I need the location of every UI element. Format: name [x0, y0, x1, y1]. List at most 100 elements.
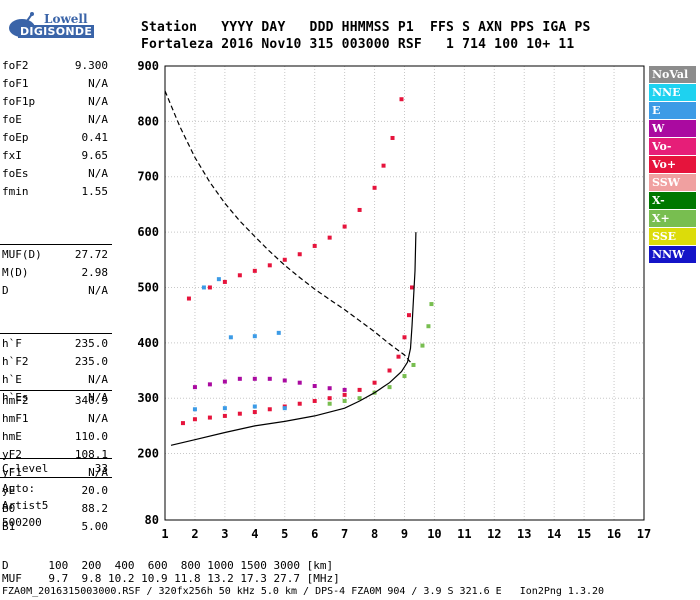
- legend-item: NoVal: [649, 66, 696, 83]
- x-tick-label: 14: [547, 527, 561, 541]
- param-value: 235.0: [74, 355, 108, 368]
- param-value: N/A: [88, 167, 108, 180]
- data-point: [402, 374, 407, 379]
- param-row: foF1 N/A: [2, 77, 108, 94]
- data-point: [267, 263, 272, 268]
- param-name: h`E: [2, 373, 22, 386]
- data-point: [186, 296, 191, 301]
- x-tick-label: 3: [221, 527, 228, 541]
- digisonde-logo: Lowell DIGISONDE: [4, 8, 114, 44]
- data-point: [267, 407, 272, 412]
- data-point: [282, 257, 287, 262]
- data-point: [222, 279, 227, 284]
- param-separator: [0, 244, 112, 245]
- param-name: fmin: [2, 185, 29, 198]
- auto-program: Artist5: [2, 499, 49, 512]
- data-point: [402, 335, 407, 340]
- legend-item: E: [649, 102, 696, 119]
- param-value: N/A: [88, 284, 108, 297]
- data-point: [192, 407, 197, 412]
- auto-code: 500200: [2, 516, 42, 529]
- data-point: [228, 335, 233, 340]
- param-value: 235.0: [74, 337, 108, 350]
- param-name: hmF2: [2, 394, 29, 407]
- param-value: 9.65: [81, 149, 109, 162]
- y-tick-label: 700: [137, 170, 159, 184]
- param-row: foEs N/A: [2, 167, 108, 184]
- data-point: [252, 268, 257, 273]
- data-point: [399, 97, 404, 102]
- data-point: [276, 330, 281, 335]
- data-point: [396, 354, 401, 359]
- param-row: fmin 1.55: [2, 185, 108, 202]
- param-row: MUF(D) 27.72: [2, 248, 108, 265]
- param-value: N/A: [88, 77, 108, 90]
- param-value: N/A: [88, 391, 108, 404]
- param-row: yF1 N/A: [2, 466, 108, 483]
- param-row: fxI 9.65: [2, 149, 108, 166]
- data-point: [207, 285, 212, 290]
- data-point: [252, 410, 257, 415]
- legend-item: NNW: [649, 246, 696, 263]
- param-name: foF1p: [2, 95, 36, 108]
- y-tick-label: 80: [145, 513, 159, 527]
- param-name: fxI: [2, 149, 22, 162]
- x-tick-label: 4: [251, 527, 258, 541]
- data-point: [357, 207, 362, 212]
- data-point: [312, 243, 317, 248]
- param-name: hmF1: [2, 412, 29, 425]
- param-value: 20.0: [81, 484, 109, 497]
- data-point: [201, 285, 206, 290]
- footer-muf-row: MUF 9.7 9.8 10.2 10.9 11.8 13.2 17.3 27.…: [2, 572, 340, 585]
- legend-item: Vo+: [649, 156, 696, 173]
- data-point: [372, 185, 377, 190]
- data-point: [342, 387, 347, 392]
- profile-curve: [170, 232, 417, 446]
- param-name: h`F2: [2, 355, 29, 368]
- param-row: h`E N/A: [2, 373, 108, 390]
- data-point: [282, 406, 287, 411]
- param-name: yE: [2, 484, 16, 497]
- data-point: [387, 385, 392, 390]
- x-tick-label: 12: [487, 527, 501, 541]
- data-point: [252, 334, 257, 339]
- param-row: hmF1 N/A: [2, 412, 108, 429]
- data-point: [312, 398, 317, 403]
- data-point: [192, 417, 197, 422]
- logo-digisonde-text: DIGISONDE: [18, 25, 95, 38]
- param-value: 2.98: [81, 266, 109, 279]
- param-value: N/A: [88, 373, 108, 386]
- param-name: h`F: [2, 337, 22, 350]
- param-row: hmE 110.0: [2, 430, 108, 447]
- param-separator: [0, 477, 112, 478]
- x-tick-label: 10: [427, 527, 441, 541]
- data-point: [267, 376, 272, 381]
- param-row: h`Es N/A: [2, 391, 108, 408]
- param-row: yE 20.0: [2, 484, 108, 501]
- data-point: [282, 378, 287, 383]
- param-row: foF1p N/A: [2, 95, 108, 112]
- data-point: [252, 376, 257, 381]
- data-point: [429, 302, 434, 307]
- logo-lowell-text: Lowell: [44, 12, 88, 26]
- data-point: [297, 401, 302, 406]
- data-point: [222, 406, 227, 411]
- y-tick-label: 800: [137, 114, 159, 128]
- param-value: 110.0: [74, 430, 108, 443]
- param-name: hmE: [2, 430, 22, 443]
- legend-item: Vo-: [649, 138, 696, 155]
- x-tick-label: 7: [341, 527, 348, 541]
- auto-label: Auto:: [2, 482, 36, 495]
- header-values: Fortaleza 2016 Nov10 315 003000 RSF 1 71…: [141, 37, 575, 52]
- data-point: [327, 386, 332, 391]
- param-name: foEs: [2, 167, 29, 180]
- data-point: [237, 411, 242, 416]
- data-point: [390, 135, 395, 140]
- data-point: [426, 324, 431, 329]
- data-point: [357, 396, 362, 401]
- param-separator: [0, 390, 112, 391]
- legend-item: W: [649, 120, 696, 137]
- param-separator: [0, 333, 112, 334]
